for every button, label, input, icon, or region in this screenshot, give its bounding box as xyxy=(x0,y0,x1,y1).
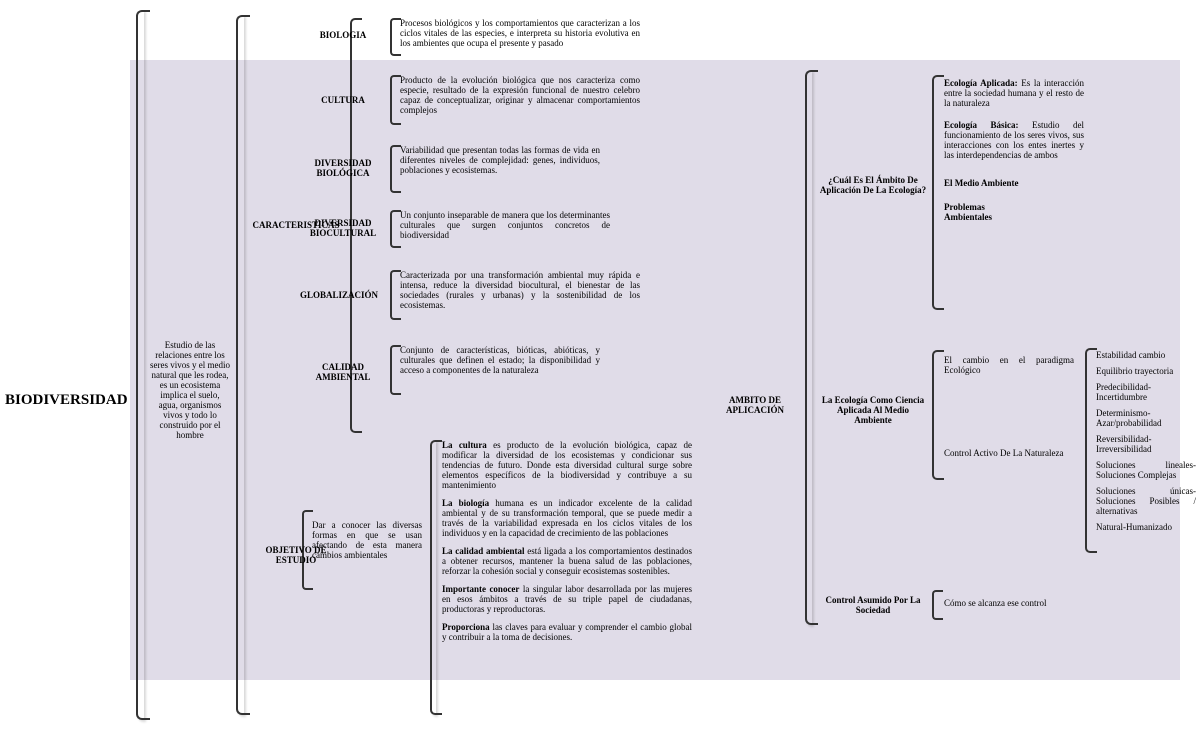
para-bold: Importante conocer xyxy=(442,584,519,594)
root-title: BIODIVERSIDAD xyxy=(5,392,135,409)
carac-item-label: CALIDAD AMBIENTAL xyxy=(298,362,388,382)
carac-item-desc: Procesos biológicos y los comportamiento… xyxy=(400,18,640,48)
sub-item: Reversibilidad-Irreversibilidad xyxy=(1096,434,1196,454)
q1-item-bold: El Medio Ambiente xyxy=(944,178,1084,188)
ambito-bracket xyxy=(805,70,812,625)
sub-item: Equilibrio trayectoria xyxy=(1096,366,1196,376)
ambito-q2-item1: Control Activo De La Naturaleza xyxy=(944,448,1084,458)
q1-item-bold: Problemas Ambientales xyxy=(944,202,1014,222)
para-bold: La calidad ambiental xyxy=(442,546,525,556)
carac-item-bracket xyxy=(390,210,395,248)
sub-item: Estabilidad cambio xyxy=(1096,350,1196,360)
ambito-q2-item0: El cambio en el paradigma Ecológico xyxy=(944,355,1074,375)
root-bracket xyxy=(136,10,144,720)
objetivo-intro: Dar a conocer las diversas formas en que… xyxy=(312,520,422,560)
sub-item: Predecibilidad-Incertidumbre xyxy=(1096,382,1196,402)
para-bold: La cultura xyxy=(442,440,487,450)
carac-item-desc: Producto de la evolución biológica que n… xyxy=(400,75,640,115)
sub-item: Soluciones lineales-Soluciones Complejas xyxy=(1096,460,1196,480)
ambito-label: AMBITO DE APLICACIÓN xyxy=(710,395,800,415)
ambito-q2-sub: Estabilidad cambio Equilibrio trayectori… xyxy=(1096,350,1196,538)
carac-item-desc: Conjunto de características, bióticas, a… xyxy=(400,345,600,375)
ambito-q1-items: Ecología Aplicada: Es la interacción ent… xyxy=(944,78,1084,228)
carac-item-bracket xyxy=(390,345,395,395)
carac-item-bracket xyxy=(390,18,395,56)
carac-item-desc: Un conjunto inseparable de manera que lo… xyxy=(400,210,610,240)
ambito-q1-bracket xyxy=(932,75,938,310)
carac-item-label: BIOLOGIA xyxy=(298,30,388,40)
carac-item-label: CULTURA xyxy=(298,95,388,105)
carac-item-bracket xyxy=(390,270,395,320)
objetivo-paras: La cultura es producto de la evolución b… xyxy=(442,440,692,650)
q1-item-bold: Ecología Básica: xyxy=(944,120,1019,130)
carac-item-bracket xyxy=(390,145,395,193)
q1-item-bold: Ecología Aplicada: xyxy=(944,78,1018,88)
root-desc: Estudio de las relaciones entre los sere… xyxy=(150,340,230,440)
objetivo-paras-bracket xyxy=(430,440,436,715)
carac-item-label: DIVERSIDAD BIOCULTURAL xyxy=(298,218,388,238)
carac-item-bracket xyxy=(390,75,395,125)
sub-item: Soluciones únicas-Soluciones Posibles / … xyxy=(1096,486,1196,516)
carac-item-desc: Variabilidad que presentan todas las for… xyxy=(400,145,600,175)
sub-item: Determinismo-Azar/probabilidad xyxy=(1096,408,1196,428)
carac-item-desc: Caracterizada por una transformación amb… xyxy=(400,270,640,310)
ambito-q2-label: La Ecología Como Ciencia Aplicada Al Med… xyxy=(818,395,928,425)
para-bold: Proporciona xyxy=(442,622,490,632)
carac-item-label: GLOBALIZACIÓN xyxy=(290,290,388,300)
ambito-q3-text: Cómo se alcanza ese control xyxy=(944,598,1084,608)
para-bold: La biología xyxy=(442,498,489,508)
sub-item: Natural-Humanizado xyxy=(1096,522,1196,532)
root-sub-bracket xyxy=(236,15,244,715)
ambito-q3-label: Control Asumido Por La Sociedad xyxy=(818,595,928,615)
carac-item-label: DIVERSIDAD BIOLÓGICA xyxy=(298,158,388,178)
ambito-q1-label: ¿Cuál Es El Ámbito De Aplicación De La E… xyxy=(818,175,928,195)
ambito-q2-sub-bracket xyxy=(1085,348,1091,553)
ambito-q3-bracket xyxy=(932,590,937,620)
ambito-q2-bracket xyxy=(932,350,938,480)
